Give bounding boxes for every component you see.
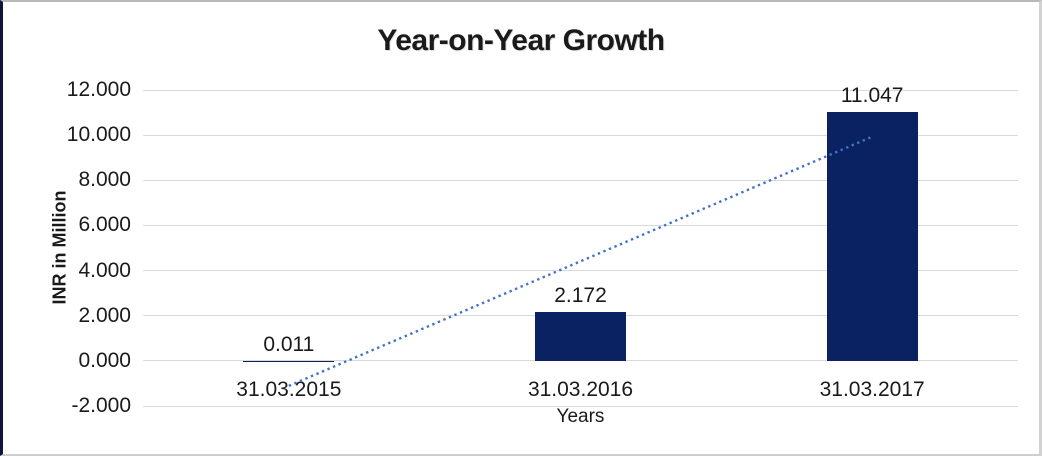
bar-data-label: 0.011 [263, 332, 315, 356]
y-tick-label: 12.000 [66, 78, 131, 101]
gridline [143, 89, 1018, 91]
x-category-label: 31.03.2015 [236, 377, 342, 401]
y-tick-label: 0.000 [78, 348, 131, 372]
bar-data-label: 2.172 [554, 283, 607, 307]
y-tick-label: -2.000 [71, 394, 131, 417]
y-tick-label: 4.000 [78, 258, 131, 282]
gridline [143, 405, 1018, 407]
bar-data-label: 11.047 [840, 83, 904, 107]
chart-title: Year-on-Year Growth [377, 24, 665, 57]
x-category-label: 31.03.2017 [819, 377, 925, 401]
y-tick-label: 6.000 [78, 213, 131, 237]
y-tick-label: 8.000 [78, 168, 131, 192]
y-axis-title: INR in Million [49, 190, 70, 305]
x-category-label: 31.03.2016 [527, 377, 634, 401]
bar [535, 311, 626, 361]
y-tick-label: 2.000 [78, 303, 131, 327]
plot-area: 0.011 31.03.2015 2.172 31.03.2016 11.047 31.0… [143, 84, 1018, 407]
bar [826, 111, 918, 361]
x-axis-title: Years [556, 406, 605, 427]
y-tick-label: 10.000 [66, 123, 131, 147]
gridline [143, 134, 1018, 136]
